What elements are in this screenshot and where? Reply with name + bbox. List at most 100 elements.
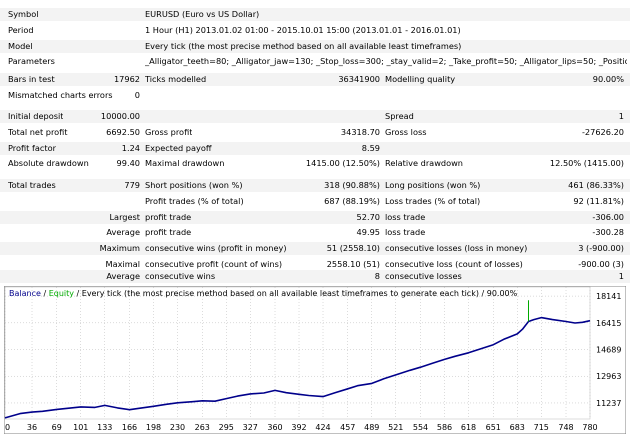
x-tick-label: 651	[486, 423, 501, 432]
expected-payoff-label: Expected payoff	[145, 143, 212, 153]
gross-loss-value: -27626.20	[581, 127, 624, 137]
row-largest: Largest profit trade 52.70 loss trade -3…	[0, 211, 630, 224]
x-tick-label: 133	[97, 423, 112, 432]
profit-factor-value: 1.24	[121, 143, 140, 153]
average-loss-value: -300.28	[592, 227, 624, 237]
x-tick-label: 586	[437, 423, 452, 432]
x-tick-label: 457	[340, 423, 355, 432]
relative-drawdown-value: 12.50% (1415.00)	[549, 158, 624, 168]
spread-value: 1	[618, 111, 624, 121]
modelling-quality-label: Modelling quality	[385, 74, 456, 84]
x-tick-label: 101	[73, 423, 88, 432]
x-tick-label: 554	[413, 423, 428, 432]
period-value: 1 Hour (H1) 2013.01.02 01:00 - 2015.10.0…	[145, 25, 461, 35]
initial-deposit-value: 10000.00	[100, 111, 140, 121]
chart-series	[4, 300, 591, 419]
average-consecutive-profit-label: consecutive wins	[145, 271, 216, 281]
model-value: Every tick (the most precise method base…	[145, 41, 462, 51]
row-mismatched: Mismatched charts errors 0	[0, 89, 630, 102]
chart-legend: Balance / Equity / Every tick (the most …	[9, 289, 518, 298]
total-trades-label: Total trades	[8, 180, 56, 190]
x-axis: 0 36 69 101 133 166 198 230 263 295 327 360 392 424 45…	[5, 423, 598, 432]
row-bars: Bars in test 17962 Ticks modelled 363419…	[0, 73, 630, 86]
y-axis: 18141 16415 14689 12963 11237	[596, 292, 621, 408]
chart-grid	[4, 287, 591, 419]
x-tick-label: 360	[267, 423, 282, 432]
relative-drawdown-label: Relative drawdown	[385, 158, 463, 168]
long-positions-value: 461 (86.33%)	[568, 180, 624, 190]
mismatched-label: Mismatched charts errors	[8, 90, 113, 100]
maximum-qualifier: Maximum	[99, 243, 140, 253]
row-maximum: Maximum consecutive wins (profit in mone…	[0, 242, 630, 255]
absolute-drawdown-label: Absolute drawdown	[8, 158, 89, 168]
average-profit-value: 49.95	[356, 227, 380, 237]
model-label: Model	[8, 41, 33, 51]
average-loss-label: loss trade	[385, 227, 426, 237]
row-average-consecutive: Average consecutive wins 8 consecutive l…	[0, 270, 630, 283]
y-tick-label: 18141	[596, 292, 621, 301]
average-consecutive-qualifier: Average	[106, 271, 140, 281]
row-drawdown: Absolute drawdown 99.40 Maximal drawdown…	[0, 157, 630, 170]
largest-qualifier: Largest	[109, 212, 140, 222]
average-consecutive-loss-label: consecutive losses	[385, 271, 462, 281]
loss-trades-value: 92 (11.81%)	[573, 196, 624, 206]
balance-line	[4, 316, 591, 419]
row-net-profit: Total net profit 6692.50 Gross profit 34…	[0, 126, 630, 139]
x-tick-label: 618	[461, 423, 476, 432]
largest-loss-value: -306.00	[592, 212, 624, 222]
row-symbol: Symbol EURUSD (Euro vs US Dollar)	[0, 8, 630, 21]
average-consecutive-loss-value: 1	[618, 271, 624, 281]
maximum-profit-value: 51 (2558.10)	[326, 243, 380, 253]
long-positions-label: Long positions (won %)	[385, 180, 481, 190]
maximal-profit-value: 2558.10 (51)	[326, 259, 380, 269]
maximum-profit-label: consecutive wins (profit in money)	[145, 243, 287, 253]
maximal-qualifier: Maximal	[105, 259, 140, 269]
x-tick-label: 521	[388, 423, 403, 432]
symbol-label: Symbol	[8, 9, 39, 19]
loss-trades-label: Loss trades (% of total)	[385, 196, 481, 206]
ticks-modelled-value: 36341900	[338, 74, 380, 84]
profit-factor-label: Profit factor	[8, 143, 56, 153]
x-tick-label: 0	[5, 423, 10, 432]
row-profit-trades: Profit trades (% of total) 687 (88.19%) …	[0, 195, 630, 208]
row-model: Model Every tick (the most precise metho…	[0, 40, 630, 53]
gross-loss-label: Gross loss	[385, 127, 427, 137]
row-period: Period 1 Hour (H1) 2013.01.02 01:00 - 20…	[0, 24, 630, 37]
x-tick-label: 230	[170, 423, 185, 432]
average-profit-label: profit trade	[145, 227, 192, 237]
modelling-quality-value: 90.00%	[592, 74, 624, 84]
period-label: Period	[8, 25, 34, 35]
y-tick-label: 14689	[596, 346, 621, 355]
maximal-loss-label: consecutive loss (count of losses)	[385, 259, 523, 269]
gross-profit-label: Gross profit	[145, 127, 193, 137]
x-tick-label: 489	[364, 423, 379, 432]
legend-equity: Equity	[49, 289, 75, 298]
maximal-profit-label: consecutive profit (count of wins)	[145, 259, 283, 269]
x-tick-label: 748	[558, 423, 573, 432]
row-parameters: Parameters _Alligator_teeth=80; _Alligat…	[0, 55, 630, 68]
expected-payoff-value: 8.59	[361, 143, 380, 153]
row-deposit: Initial deposit 10000.00 Spread 1	[0, 110, 630, 123]
maximum-loss-label: consecutive losses (loss in money)	[385, 243, 528, 253]
balance-chart: 18141 16415 14689 12963 11237 0 36 69 101 133 166…	[4, 286, 626, 434]
largest-profit-value: 52.70	[356, 212, 380, 222]
x-tick-label: 424	[315, 423, 330, 432]
parameters-label: Parameters	[8, 56, 55, 66]
legend-sep: /	[41, 289, 49, 298]
total-net-profit-label: Total net profit	[8, 127, 68, 137]
bars-in-test-value: 17962	[113, 74, 140, 84]
x-tick-label: 69	[52, 423, 62, 432]
total-trades-value: 779	[124, 180, 140, 190]
mismatched-value: 0	[134, 90, 140, 100]
y-tick-label: 11237	[596, 399, 621, 408]
absolute-drawdown-value: 99.40	[116, 158, 140, 168]
plot-area	[4, 286, 591, 420]
largest-profit-label: profit trade	[145, 212, 192, 222]
gross-profit-value: 34318.70	[340, 127, 380, 137]
legend-balance: Balance	[9, 289, 41, 298]
profit-trades-label: Profit trades (% of total)	[145, 196, 244, 206]
short-positions-label: Short positions (won %)	[145, 180, 243, 190]
row-total-trades: Total trades 779 Short positions (won %)…	[0, 179, 630, 192]
symbol-value: EURUSD (Euro vs US Dollar)	[145, 9, 260, 19]
x-tick-label: 780	[582, 423, 597, 432]
